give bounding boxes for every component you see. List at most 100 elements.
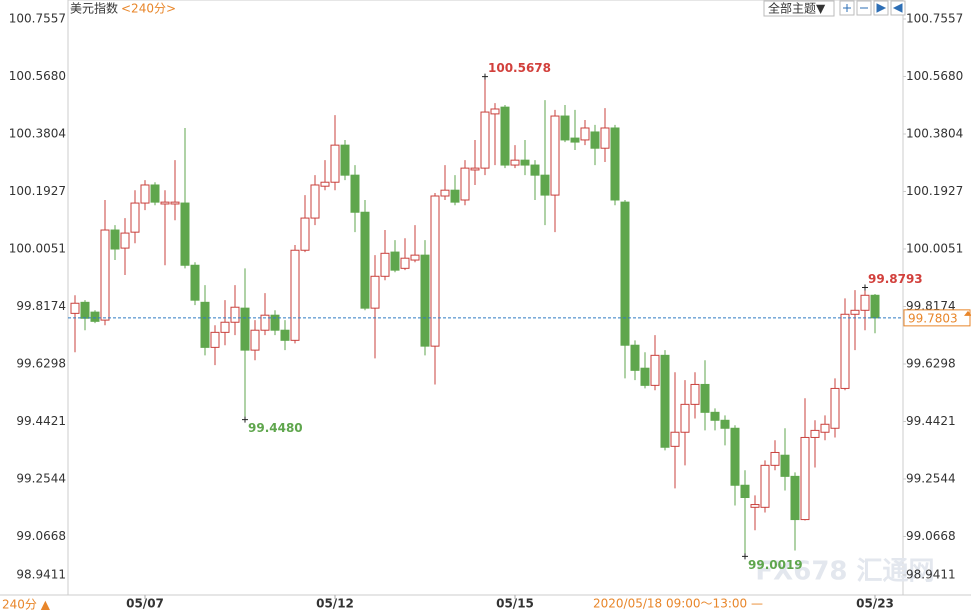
extreme-marker <box>742 553 748 560</box>
candle-body <box>760 464 770 508</box>
y-tick-label-right: 99.6298 <box>906 356 956 370</box>
extreme-label: 99.8793 <box>868 272 923 286</box>
candle-body <box>490 108 500 115</box>
candle-body <box>750 504 760 508</box>
candle-body <box>340 144 350 176</box>
y-tick-label-right: 99.4421 <box>906 414 956 428</box>
candle-body <box>250 329 260 351</box>
extreme-marker <box>242 416 248 423</box>
candle-body <box>350 174 360 213</box>
candle-body <box>780 454 790 477</box>
candle-body <box>270 314 280 331</box>
candle-body <box>70 302 80 314</box>
candle-body <box>660 354 670 448</box>
candle-body <box>420 254 430 347</box>
y-tick-label-right: 99.2544 <box>906 472 956 486</box>
extreme-marker <box>482 73 488 80</box>
x-tick-label: 05/12 <box>316 597 354 611</box>
candle-body <box>100 229 110 321</box>
candle-body <box>210 331 220 348</box>
y-tick-label-left: 99.2544 <box>16 472 66 486</box>
candle-body <box>390 251 400 271</box>
candle-body <box>700 383 710 413</box>
toolbar-glyphs <box>843 3 903 13</box>
candle-body <box>580 127 590 141</box>
y-tick-label-right: 99.0668 <box>906 529 956 543</box>
y-tick-label-left: 100.3804 <box>9 126 66 140</box>
y-tick-label-right: 100.0051 <box>906 241 963 255</box>
cursor-time: 2020/05/18 09:00～13:00 — <box>593 597 763 611</box>
candle-body <box>260 314 270 331</box>
extreme-marker <box>862 284 868 291</box>
candle-body <box>710 411 720 421</box>
candle-body <box>90 311 100 322</box>
candle-body <box>440 189 450 197</box>
candle-body <box>790 475 800 521</box>
candle-body <box>280 329 290 341</box>
theme-button[interactable] <box>763 0 835 17</box>
candle-body <box>590 131 600 149</box>
y-tick-label-left: 100.0051 <box>9 241 66 255</box>
candle-body <box>550 115 560 196</box>
y-tick-label-left: 100.1927 <box>9 184 66 198</box>
candle-body <box>240 307 250 351</box>
candle-body <box>170 201 180 205</box>
candle-body <box>330 144 340 183</box>
y-tick-label-right: 98.9411 <box>906 568 956 582</box>
candle-body <box>540 174 550 196</box>
candle-body <box>290 249 300 341</box>
candle-body <box>850 309 860 315</box>
candle-body <box>830 387 840 429</box>
theme-button-text[interactable]: 全部主题▼ <box>768 1 826 16</box>
extreme-label: 100.5678 <box>488 61 551 75</box>
candle-body <box>730 427 740 486</box>
x-tick-label: 05/07 <box>126 597 164 611</box>
candle-body <box>130 202 140 233</box>
candle-body <box>320 181 330 187</box>
candle-body <box>460 167 470 201</box>
candle-body <box>230 306 240 323</box>
y-tick-label-right: 100.1927 <box>906 184 963 198</box>
y-tick-label-right: 100.5680 <box>906 69 963 83</box>
y-tick-label-right: 100.3804 <box>906 126 963 140</box>
y-tick-label-right: 100.7557 <box>906 12 963 26</box>
footer-period[interactable]: 240分 ▲ <box>2 598 51 612</box>
extreme-label: 99.4480 <box>248 421 303 435</box>
candle-body <box>470 167 480 171</box>
candle-body <box>150 184 160 203</box>
candle-body <box>610 127 620 201</box>
candle-body <box>640 367 650 386</box>
y-tick-label-left: 100.7557 <box>9 12 66 26</box>
toolbar-icons <box>839 0 906 16</box>
candle-body <box>800 436 810 521</box>
candle-body <box>180 202 190 266</box>
candle-body <box>480 111 490 169</box>
candle-body <box>860 294 870 311</box>
period-label[interactable]: <240分> <box>121 2 176 16</box>
candle-body <box>370 275 380 309</box>
candle-body <box>300 217 310 251</box>
instrument-title: 美元指数 <box>70 1 118 16</box>
y-tick-label-left: 99.8174 <box>16 299 66 313</box>
candle-body <box>530 164 540 176</box>
y-tick-label-left: 100.5680 <box>9 69 66 83</box>
candle-body <box>810 429 820 438</box>
candle-body <box>430 195 440 347</box>
candle-body <box>410 254 420 261</box>
extreme-label: 99.0019 <box>748 558 803 572</box>
candle-body <box>690 383 700 405</box>
candle-body <box>570 137 580 143</box>
candle-body <box>840 313 850 389</box>
candle-body <box>600 127 610 149</box>
candle-body <box>650 354 660 386</box>
candle-body <box>140 184 150 204</box>
y-tick-label-left: 99.6298 <box>16 356 66 370</box>
candle-body <box>310 184 320 219</box>
candle-body <box>500 106 510 166</box>
watermark: FX678 汇通网 <box>755 557 934 587</box>
candle-body <box>870 294 880 319</box>
y-tick-label-left: 99.0668 <box>16 529 66 543</box>
x-tick-label: 05/15 <box>496 597 534 611</box>
candle-body <box>510 159 520 166</box>
